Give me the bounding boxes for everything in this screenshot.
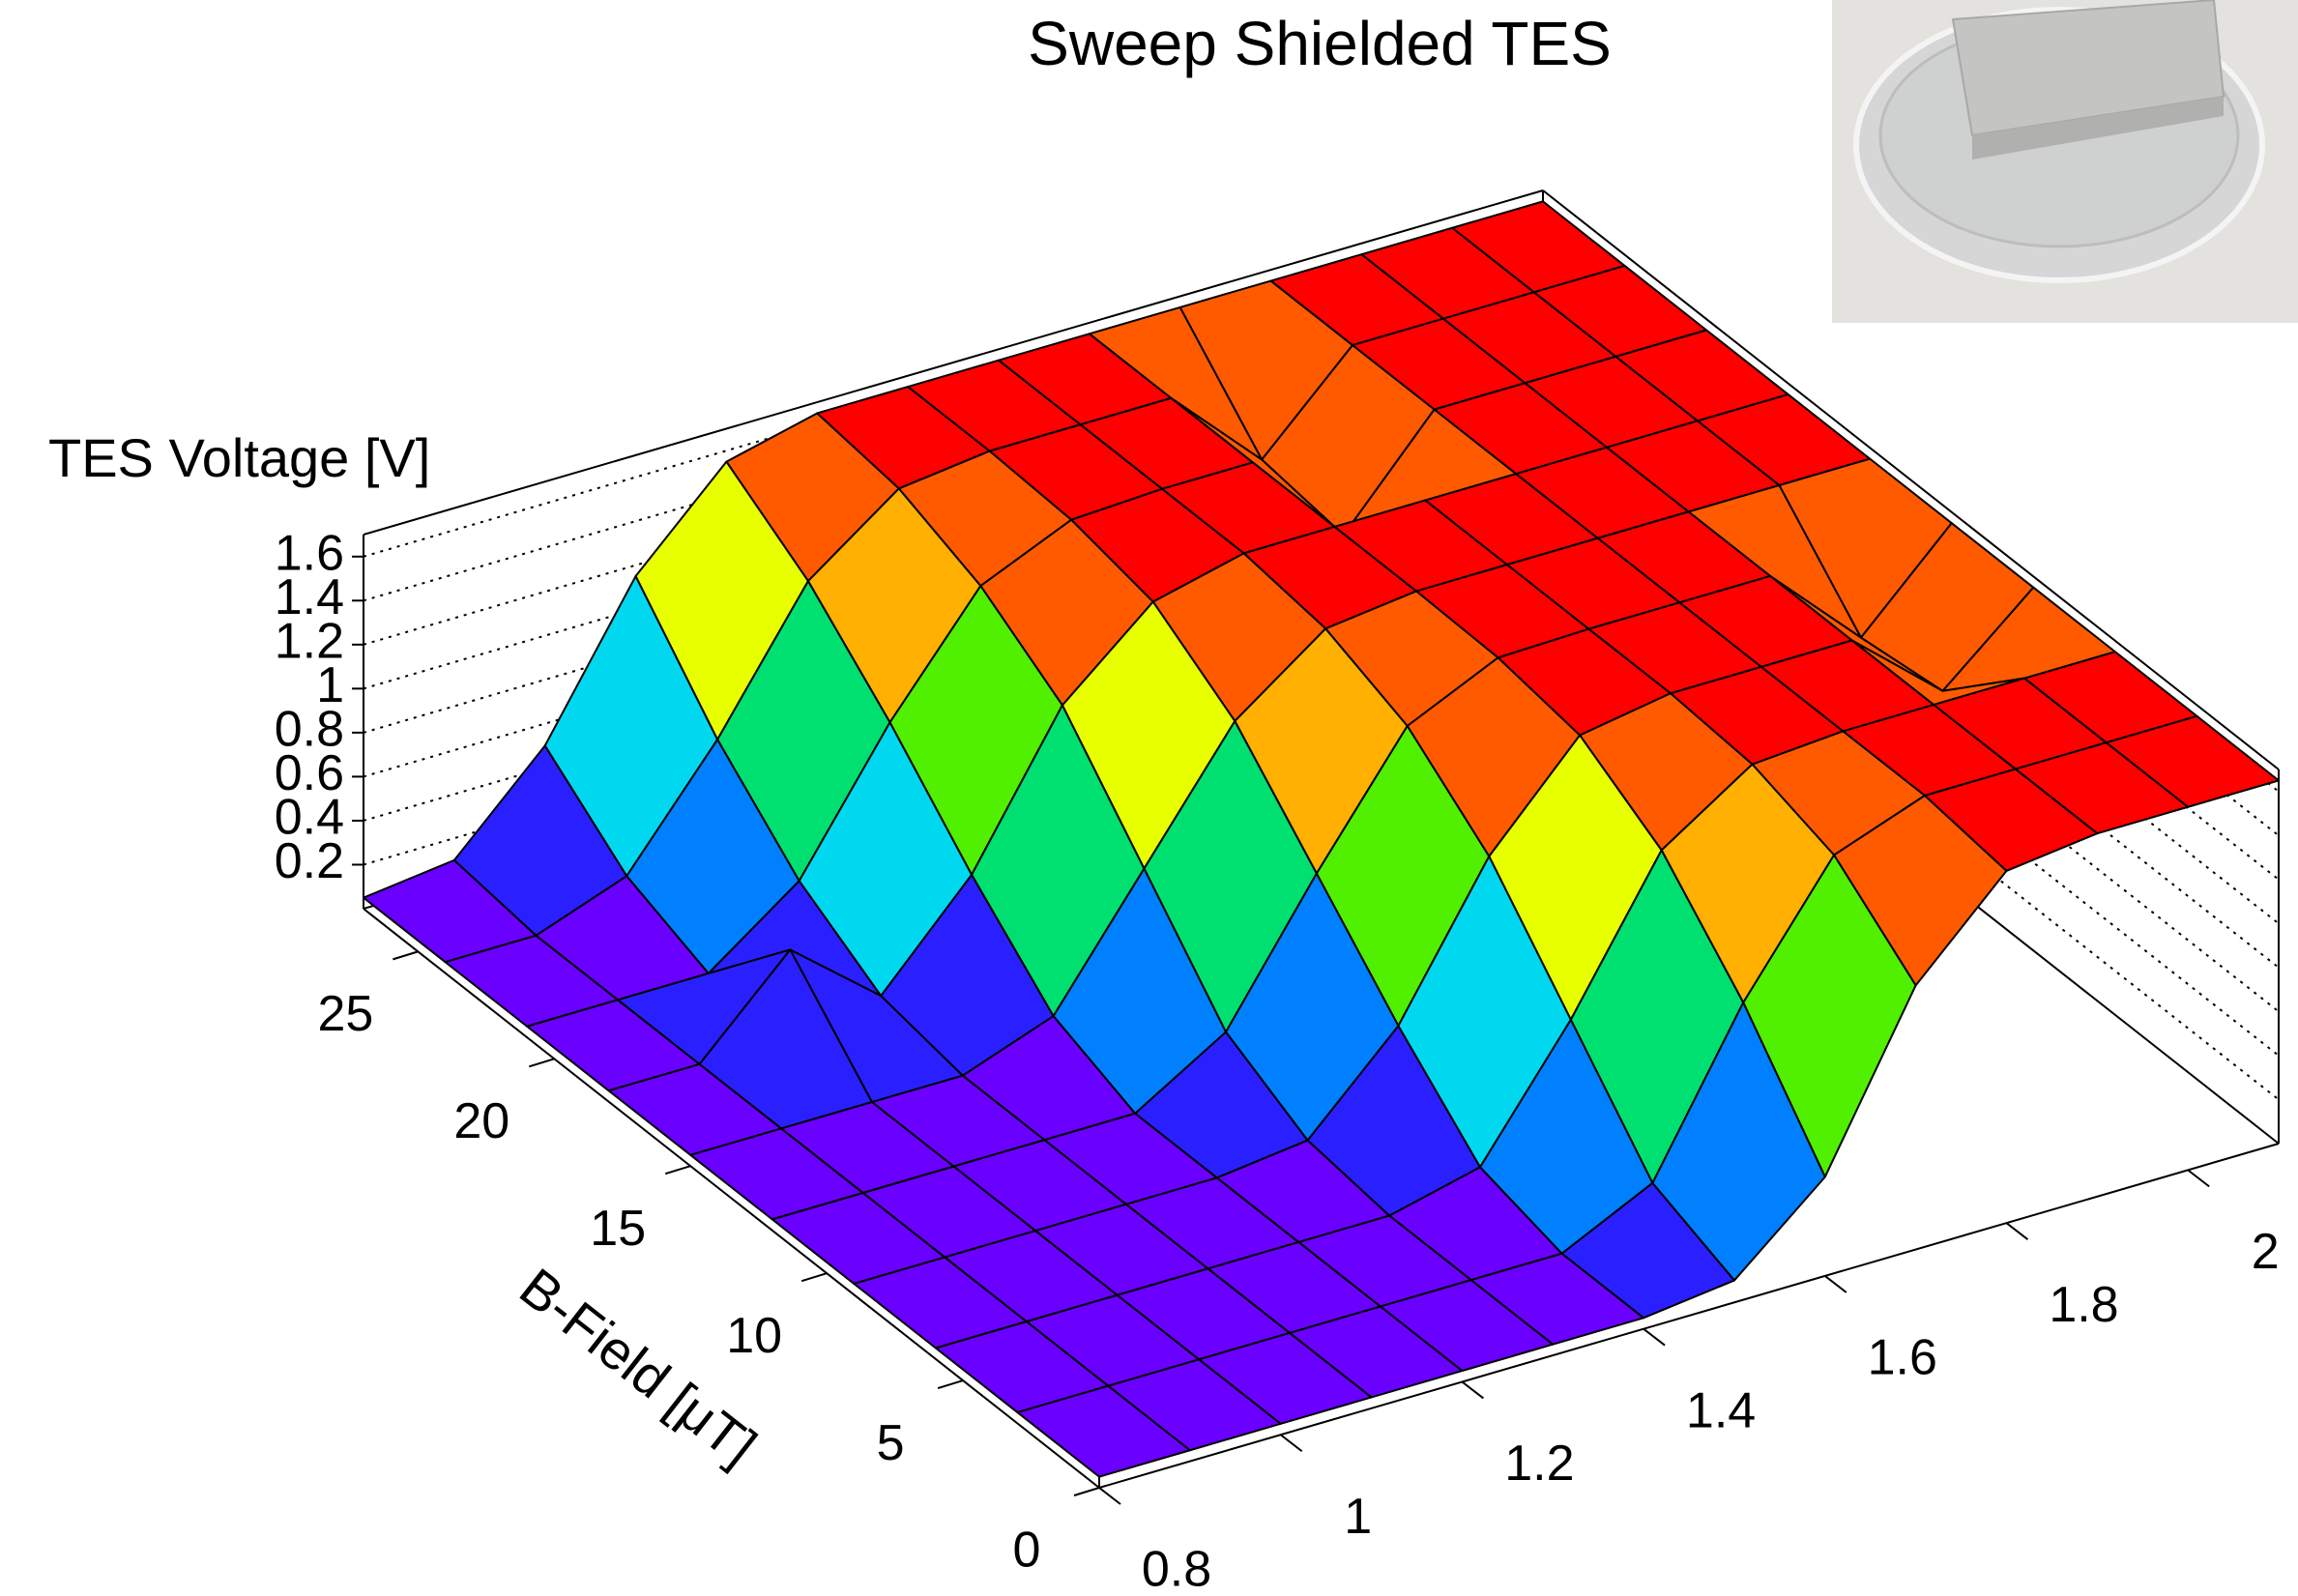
- x-tick-label: 0.8: [1142, 1542, 1211, 1596]
- z-tick-label: 1.6: [275, 525, 344, 581]
- y-tick-label: 0: [1013, 1523, 1041, 1579]
- x-tick-label: 1: [1344, 1489, 1372, 1545]
- x-tick-label: 1.6: [1868, 1330, 1937, 1386]
- y-tick-label: 25: [317, 986, 373, 1042]
- inset-photo: [1832, 0, 2298, 323]
- z-axis-label: TES Voltage [V]: [48, 427, 430, 488]
- page: Sweep Shielded TES TES Voltage [V] 0.20.…: [0, 0, 2298, 1596]
- y-tick-label: 20: [453, 1093, 509, 1149]
- x-tick-label: 2: [2252, 1224, 2280, 1280]
- chart: Sweep Shielded TES TES Voltage [V] 0.20.…: [0, 0, 2298, 1596]
- y-tick-label: 5: [877, 1415, 905, 1471]
- x-tick-label: 1.2: [1504, 1436, 1574, 1492]
- chart-title: Sweep Shielded TES: [1028, 9, 1612, 78]
- y-tick-label: 10: [726, 1308, 782, 1364]
- x-tick-label: 1.8: [2049, 1277, 2118, 1333]
- x-tick-label: 1.4: [1686, 1382, 1756, 1438]
- y-tick-label: 15: [590, 1201, 646, 1257]
